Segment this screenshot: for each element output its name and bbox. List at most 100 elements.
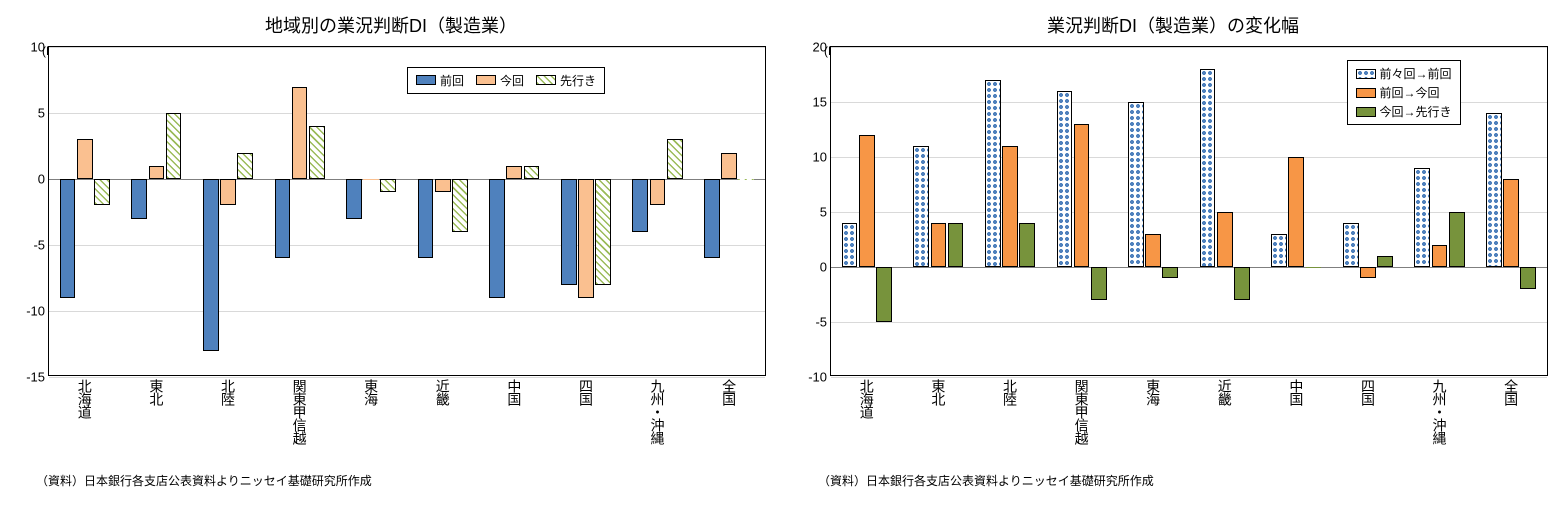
- bar: [1019, 223, 1035, 267]
- bar: [595, 179, 611, 285]
- bar: [1288, 157, 1304, 267]
- xtick-label: 四国: [576, 375, 596, 405]
- ytick-label: -10: [26, 304, 49, 319]
- bar: [578, 179, 594, 298]
- bar: [931, 223, 947, 267]
- ytick-label: -5: [815, 315, 831, 330]
- category-slot: 北陸: [192, 47, 264, 375]
- bar: [524, 166, 540, 179]
- ytick-label: 5: [820, 205, 831, 220]
- category-slot: 九州・沖縄: [622, 47, 694, 375]
- xtick-label: 北海道: [75, 375, 95, 418]
- bar: [131, 179, 147, 219]
- bar: [1414, 168, 1430, 267]
- xtick-label: 関東甲信越: [1072, 375, 1092, 444]
- legend-label: 前回: [440, 72, 464, 89]
- left-panel: 地域別の業況判断DI（製造業） (D.I.) 1050-5-10-15北海道東北…: [8, 8, 774, 489]
- xtick-label: 東北: [146, 375, 166, 405]
- category-slot: 東海: [1117, 47, 1189, 375]
- legend-label: 先行き: [560, 72, 596, 89]
- bar: [1486, 113, 1502, 267]
- ytick-label: 0: [820, 260, 831, 275]
- chart-title: 業況判断DI（製造業）の変化幅: [1047, 12, 1299, 38]
- category-slot: 北海道: [831, 47, 903, 375]
- bar: [292, 87, 308, 179]
- bar: [1520, 267, 1536, 289]
- bar: [1200, 69, 1216, 267]
- xtick-label: 近畿: [1215, 375, 1235, 405]
- xtick-label: 九州・沖縄: [648, 375, 668, 444]
- bar: [876, 267, 892, 322]
- xtick-label: 関東甲信越: [290, 375, 310, 444]
- category-slot: 東北: [121, 47, 193, 375]
- legend-item: 今回: [476, 72, 524, 89]
- ytick-label: 20: [813, 40, 831, 55]
- legend-swatch: [536, 75, 556, 85]
- chart-title: 地域別の業況判断DI（製造業）: [265, 12, 517, 38]
- category-slot: 北陸: [974, 47, 1046, 375]
- xtick-label: 東海: [361, 375, 381, 405]
- bar: [309, 126, 325, 179]
- bar: [859, 135, 875, 267]
- xtick-label: 中国: [504, 375, 524, 405]
- ytick-label: 15: [813, 95, 831, 110]
- bar: [1360, 267, 1376, 278]
- bar: [506, 166, 522, 179]
- xtick-label: 全国: [1501, 375, 1521, 405]
- bar: [913, 146, 929, 267]
- xtick-label: 中国: [1286, 375, 1306, 405]
- bar: [561, 179, 577, 285]
- chart-outer: (D.I.) 20151050-5-10北海道東北北陸関東甲信越東海近畿中国四国…: [790, 46, 1556, 468]
- bar: [1449, 212, 1465, 267]
- legend-swatch: [416, 75, 436, 85]
- bar: [489, 179, 505, 298]
- category-slot: 北海道: [49, 47, 121, 375]
- source-text: （資料）日本銀行各支店公表資料よりニッセイ基礎研究所作成: [36, 472, 372, 489]
- category-slot: 中国: [479, 47, 551, 375]
- bar: [738, 179, 754, 180]
- bar: [1306, 267, 1322, 268]
- ytick-label: 5: [38, 106, 49, 121]
- xtick-label: 全国: [719, 375, 739, 405]
- source-text: （資料）日本銀行各支店公表資料よりニッセイ基礎研究所作成: [818, 472, 1154, 489]
- xtick-label: 東海: [1143, 375, 1163, 405]
- bar: [1162, 267, 1178, 278]
- legend-swatch: [476, 75, 496, 85]
- bar: [60, 179, 76, 298]
- category-slot: 関東甲信越: [264, 47, 336, 375]
- plot-area: 20151050-5-10北海道東北北陸関東甲信越東海近畿中国四国九州・沖縄全国…: [830, 46, 1548, 376]
- legend-item: 前々回→前回: [1356, 65, 1452, 82]
- bar: [149, 166, 165, 179]
- ytick-label: 10: [813, 150, 831, 165]
- bar: [220, 179, 236, 205]
- bar: [842, 223, 858, 267]
- category-slot: 中国: [1261, 47, 1333, 375]
- legend-item: 前回→今回: [1356, 84, 1452, 101]
- category-slot: 全国: [1475, 47, 1547, 375]
- bar: [1503, 179, 1519, 267]
- bar: [721, 153, 737, 179]
- bar: [632, 179, 648, 232]
- xtick-label: 九州・沖縄: [1430, 375, 1450, 444]
- legend-swatch: [1356, 69, 1376, 79]
- bar: [166, 113, 182, 179]
- category-slot: 近畿: [1189, 47, 1261, 375]
- legend-label: 前回→今回: [1380, 84, 1440, 101]
- legend-label: 今回→先行き: [1380, 103, 1452, 120]
- bar: [346, 179, 362, 219]
- xtick-label: 北海道: [857, 375, 877, 418]
- legend-swatch: [1356, 107, 1376, 117]
- bar: [237, 153, 253, 179]
- right-panel: 業況判断DI（製造業）の変化幅 (D.I.) 20151050-5-10北海道東…: [790, 8, 1556, 489]
- bar: [363, 179, 379, 180]
- ytick-label: -5: [33, 238, 49, 253]
- bar: [1128, 102, 1144, 267]
- ytick-label: 0: [38, 172, 49, 187]
- bar: [1074, 124, 1090, 267]
- legend-label: 今回: [500, 72, 524, 89]
- bar: [948, 223, 964, 267]
- xtick-label: 北陸: [1000, 375, 1020, 405]
- category-slot: 四国: [550, 47, 622, 375]
- bar: [1432, 245, 1448, 267]
- bar: [1343, 223, 1359, 267]
